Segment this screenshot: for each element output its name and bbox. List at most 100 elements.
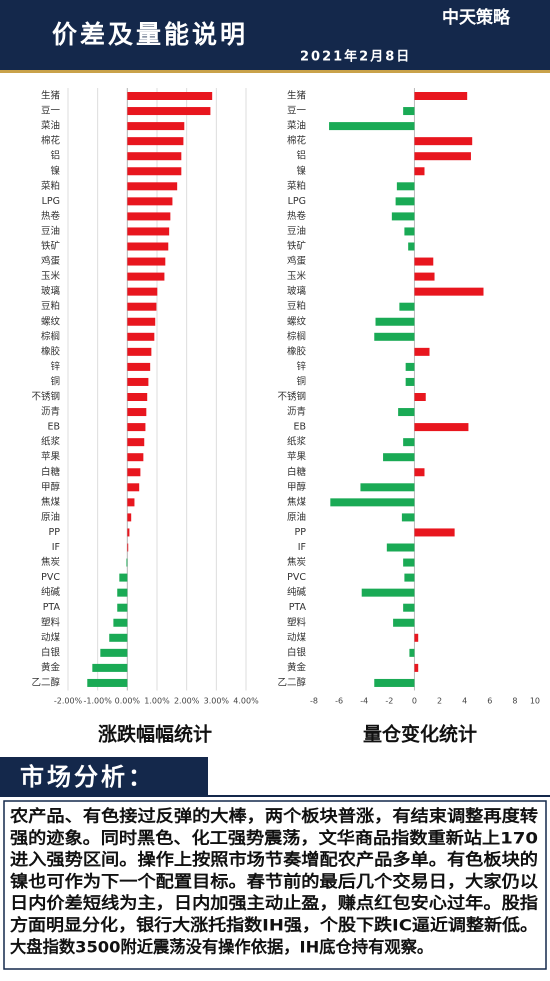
bar <box>127 408 147 417</box>
category-label: LPG <box>288 196 306 207</box>
bar <box>127 182 178 191</box>
bar <box>409 648 415 657</box>
category-label: 热卷 <box>287 210 307 222</box>
bar <box>127 107 211 116</box>
category-label: 黄金 <box>287 661 307 673</box>
category-label: 豆油 <box>287 225 306 237</box>
category-label: 不锈钢 <box>31 391 60 403</box>
category-label: 动煤 <box>287 631 307 643</box>
header-rule <box>0 70 550 73</box>
bar <box>127 92 213 100</box>
category-label: 甲醇 <box>41 481 61 493</box>
category-label: 菜油 <box>41 120 60 132</box>
category-label: 塑料 <box>41 616 61 628</box>
x-tick-label: 1.00% <box>144 697 170 706</box>
bar <box>127 137 184 146</box>
x-tick-label: -2.00% <box>54 697 83 706</box>
category-label: 纯碱 <box>287 586 307 598</box>
bar <box>414 393 426 401</box>
category-label: 塑料 <box>287 616 307 628</box>
bar <box>403 438 415 447</box>
category-label: 生猪 <box>41 90 61 102</box>
category-label: 热卷 <box>41 210 61 222</box>
bar <box>330 498 415 507</box>
category-label: 锌 <box>50 360 60 372</box>
category-label: 纯碱 <box>41 586 61 598</box>
category-label: 乙二醇 <box>277 676 306 688</box>
category-label: 豆油 <box>41 225 60 237</box>
x-tick-label: 10 <box>530 697 540 706</box>
category-label: 铝 <box>296 150 306 162</box>
analysis-line: 大盘指数3500附近震荡没有操作依据，IH底仓持有观察。 <box>10 937 433 956</box>
category-label: 不锈钢 <box>277 391 306 403</box>
bar <box>403 558 415 567</box>
bar <box>414 152 471 161</box>
category-label: 鸡蛋 <box>41 255 61 267</box>
bar <box>414 257 434 266</box>
bar <box>100 648 128 657</box>
category-label: 沥青 <box>287 406 306 418</box>
category-label: 沥青 <box>41 406 60 418</box>
category-label: 镍 <box>296 165 306 177</box>
bar <box>127 483 140 492</box>
analysis-line: 强的迹象。同时黑色、化工强势震荡，文华商品指数重新站上170 <box>10 828 538 847</box>
bar <box>401 513 415 522</box>
x-tick-label: 4 <box>462 697 467 706</box>
chart-title: 量仓变化统计 <box>363 723 477 746</box>
bar <box>403 107 415 116</box>
bar <box>414 528 455 537</box>
bar <box>127 167 182 176</box>
x-tick-label: 6 <box>487 697 492 706</box>
bar <box>127 543 129 552</box>
bar <box>127 317 156 326</box>
analysis-box <box>3 800 547 970</box>
bar <box>414 92 468 100</box>
bar <box>127 377 149 386</box>
bar <box>408 242 415 251</box>
bar <box>113 618 128 627</box>
section-heading: 市场分析： <box>20 763 155 791</box>
bar <box>414 137 473 146</box>
bar <box>414 663 419 672</box>
category-label: PP <box>295 527 307 538</box>
category-label: IF <box>52 542 60 553</box>
category-label: 棉花 <box>41 135 61 147</box>
category-label: 棉花 <box>287 135 307 147</box>
chart-title: 涨跌幅幅统计 <box>98 723 212 746</box>
category-label: PVC <box>41 572 60 583</box>
bar <box>374 332 415 341</box>
bar <box>92 663 128 672</box>
x-tick-label: 8 <box>512 697 517 706</box>
category-label: PTA <box>43 602 61 613</box>
category-label: 菜粕 <box>41 180 60 192</box>
category-label: 鸡蛋 <box>287 255 307 267</box>
x-tick-label: -8 <box>310 697 318 706</box>
category-label: IF <box>298 542 306 553</box>
category-label: 焦煤 <box>41 496 61 508</box>
bar <box>127 272 165 281</box>
bar <box>127 212 171 221</box>
section-heading-box <box>0 757 208 797</box>
header-band <box>0 0 550 72</box>
category-label: 棕榈 <box>41 330 60 342</box>
bar <box>127 302 157 311</box>
category-label: LPG <box>42 196 60 207</box>
bar <box>127 513 132 522</box>
bar <box>386 543 415 552</box>
bar <box>374 678 415 687</box>
bar <box>414 423 469 432</box>
category-label: 铜 <box>50 375 60 387</box>
header-title: 价差及量能说明 <box>52 20 248 49</box>
x-tick-label: -1.00% <box>84 697 113 706</box>
category-label: 菜粕 <box>287 180 306 192</box>
category-label: 铝 <box>50 150 60 162</box>
category-label: 苹果 <box>287 451 307 463</box>
bar <box>127 242 169 251</box>
bar <box>127 453 144 462</box>
bar <box>127 257 166 266</box>
header-date: 2021年2月8日 <box>300 49 411 65</box>
x-tick-label: 4.00% <box>233 697 259 706</box>
category-label: 焦炭 <box>287 556 307 568</box>
bar <box>414 347 430 356</box>
